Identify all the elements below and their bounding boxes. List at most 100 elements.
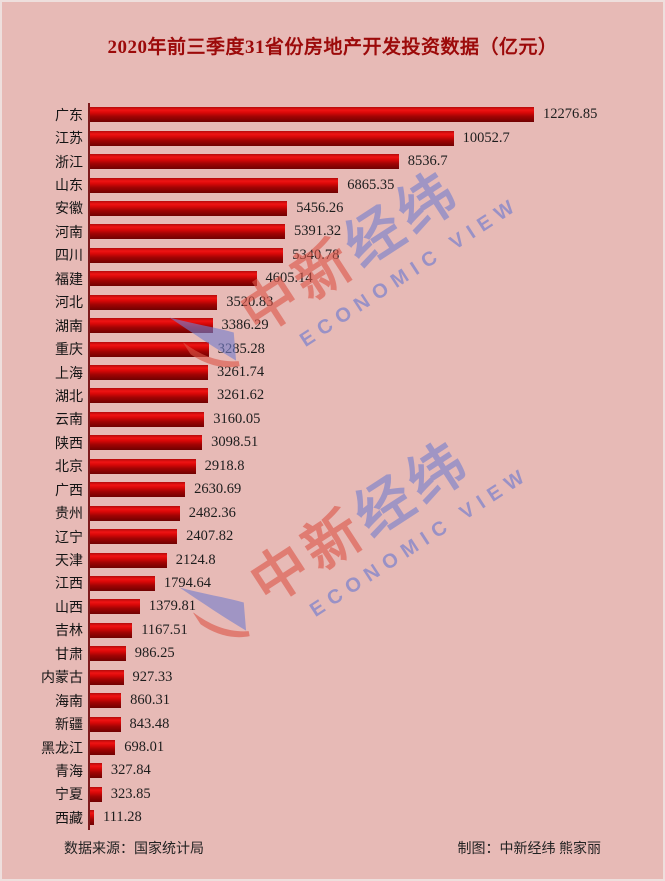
- value-label: 5391.32: [294, 223, 342, 240]
- bar-track: 3386.29: [88, 313, 663, 338]
- value-label: 927.33: [132, 668, 173, 685]
- bar-track: 2630.69: [88, 478, 663, 502]
- province-label: 江西: [55, 577, 83, 593]
- bar-track: 698.01: [88, 735, 663, 760]
- province-label: 安徽: [55, 202, 83, 218]
- bar-track: 3160.05: [88, 407, 663, 432]
- province-label: 河南: [55, 225, 83, 241]
- province-label: 河北: [55, 296, 83, 312]
- bar-track: 12276.85: [88, 103, 663, 127]
- bar-row: 河南 5391.32: [2, 220, 663, 244]
- bar-row: 宁夏 323.85: [2, 782, 663, 807]
- bar-row: 湖南 3386.29: [2, 313, 663, 338]
- bar: [90, 716, 121, 732]
- bar-track: 2124.8: [88, 548, 663, 572]
- bar-row: 吉林 1167.51: [2, 618, 663, 643]
- bar: [90, 318, 213, 334]
- province-label: 山东: [55, 179, 83, 195]
- bar-row: 湖北 3261.62: [2, 384, 663, 408]
- bar: [90, 200, 288, 216]
- province-label: 浙江: [55, 155, 83, 171]
- bar-track: 3261.74: [88, 360, 663, 385]
- bar-track: 986.25: [88, 642, 663, 666]
- province-label: 新疆: [55, 718, 83, 734]
- bar-track: 843.48: [88, 712, 663, 736]
- bar-track: 3098.51: [88, 431, 663, 455]
- bar-row: 陕西 3098.51: [2, 431, 663, 455]
- bar-row: 四川 5340.78: [2, 243, 663, 268]
- province-label: 山西: [55, 600, 83, 616]
- bar-row: 上海 3261.74: [2, 360, 663, 385]
- bar: [90, 740, 116, 756]
- value-label: 1167.51: [141, 621, 188, 638]
- bar-track: 323.85: [88, 782, 663, 807]
- bar: [90, 693, 122, 709]
- province-label: 青海: [55, 764, 83, 780]
- province-label: 宁夏: [55, 788, 83, 804]
- bar: [90, 107, 534, 123]
- value-label: 4605.14: [265, 270, 313, 287]
- bar: [90, 411, 205, 427]
- province-label: 辽宁: [55, 530, 83, 546]
- bar-row: 贵州 2482.36: [2, 501, 663, 525]
- province-label: 陕西: [55, 436, 83, 452]
- province-label: 海南: [55, 694, 83, 710]
- bar-track: 3285.28: [88, 337, 663, 361]
- bar: [90, 786, 102, 802]
- bar: [90, 271, 257, 287]
- value-label: 2124.8: [175, 551, 216, 568]
- bar-track: 860.31: [88, 688, 663, 713]
- value-label: 6865.35: [347, 176, 395, 193]
- province-label: 黑龙江: [41, 741, 83, 757]
- bar-row: 辽宁 2407.82: [2, 524, 663, 549]
- value-label: 3160.05: [213, 410, 261, 427]
- value-label: 3261.62: [217, 387, 265, 404]
- province-label: 江苏: [55, 132, 83, 148]
- value-label: 3098.51: [211, 434, 259, 451]
- bar-row: 江苏 10052.7: [2, 126, 663, 150]
- bar-track: 1167.51: [88, 618, 663, 643]
- chart-title: 2020年前三季度31省份房地产开发投资数据（亿元）: [107, 37, 558, 58]
- bar-row: 浙江 8536.7: [2, 149, 663, 174]
- bar-row: 甘肃 986.25: [2, 642, 663, 666]
- value-label: 5456.26: [296, 199, 344, 216]
- bar-row: 江西 1794.64: [2, 571, 663, 596]
- bar-row: 山西 1379.81: [2, 595, 663, 619]
- bar: [90, 388, 208, 404]
- bar: [90, 341, 209, 357]
- bar: [90, 646, 126, 662]
- province-label: 北京: [55, 460, 83, 476]
- bar-track: 10052.7: [88, 126, 663, 150]
- value-label: 12276.85: [543, 106, 598, 123]
- bar-track: 4605.14: [88, 267, 663, 291]
- value-label: 3285.28: [217, 340, 265, 357]
- value-label: 2407.82: [186, 528, 234, 545]
- value-label: 8536.7: [407, 153, 448, 170]
- bar: [90, 294, 218, 310]
- value-label: 2630.69: [194, 481, 242, 498]
- value-label: 843.48: [129, 715, 170, 732]
- value-label: 986.25: [134, 645, 175, 662]
- province-label: 广西: [55, 483, 83, 499]
- bar-row: 河北 3520.83: [2, 290, 663, 314]
- bar-row: 广东 12276.85: [2, 103, 663, 127]
- credit-label: 制图：中新经纬 熊家丽: [457, 842, 602, 857]
- province-label: 上海: [55, 366, 83, 382]
- bar: [90, 810, 94, 826]
- bar: [90, 154, 399, 170]
- bar-track: 6865.35: [88, 173, 663, 197]
- bar: [90, 622, 133, 638]
- bar-track: 5391.32: [88, 220, 663, 244]
- bar: [90, 435, 203, 451]
- value-label: 3261.74: [217, 364, 265, 381]
- bar-track: 5340.78: [88, 243, 663, 268]
- value-label: 2918.8: [204, 457, 245, 474]
- bar-rows: 广东 12276.85 江苏 10052.7 浙江 8536.7 山东 6865.35 安徽 54…: [2, 103, 663, 830]
- value-label: 1379.81: [148, 598, 197, 615]
- value-label: 698.01: [124, 739, 165, 756]
- province-label: 云南: [55, 413, 83, 429]
- bar: [90, 505, 180, 521]
- bar-track: 2407.82: [88, 524, 663, 549]
- bar-row: 重庆 3285.28: [2, 337, 663, 361]
